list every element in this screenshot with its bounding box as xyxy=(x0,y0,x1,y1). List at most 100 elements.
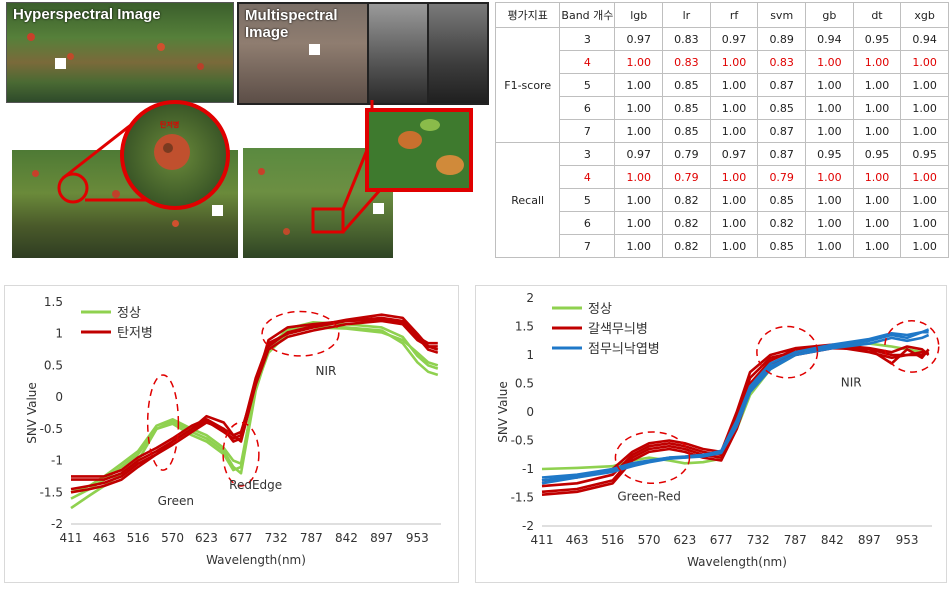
score-cell: 1.00 xyxy=(852,165,902,189)
multispectral-image: Multispectral Image xyxy=(237,2,371,105)
score-cell: 0.97 xyxy=(709,27,759,51)
legend-label: 정상 xyxy=(117,306,141,321)
band-count-cell: 5 xyxy=(559,73,616,97)
score-cell: 1.00 xyxy=(614,119,664,143)
score-cell: 1.00 xyxy=(805,73,854,97)
score-cell: 1.00 xyxy=(614,96,664,120)
x-tick-label: 677 xyxy=(710,533,733,547)
x-tick-label: 411 xyxy=(60,531,83,545)
x-tick-label: 411 xyxy=(531,533,554,547)
y-tick-label: 0 xyxy=(55,390,63,404)
chart-panel-left: -2 -1.5 -1 -0.5 0 0.5 1 1.5 411 463 516 570 623 677 73… xyxy=(4,285,459,583)
region-annotation: RedEdge xyxy=(229,478,282,492)
x-axis-label: Wavelength(nm) xyxy=(687,555,787,569)
column-header: Band 개수 xyxy=(559,2,616,28)
y-tick-label: -2 xyxy=(522,519,534,533)
x-axis-label: Wavelength(nm) xyxy=(206,553,306,567)
series-line xyxy=(70,318,439,494)
chart-panel-right: -2 -1.5 -1 -0.5 0 0.5 1 1.5 2 411 463 516 570 623 677 7… xyxy=(475,285,947,583)
region-annotation: Green-Red xyxy=(617,489,680,503)
score-cell: 1.00 xyxy=(805,211,854,235)
column-header: lr xyxy=(662,2,711,28)
x-tick-label: 842 xyxy=(335,531,358,545)
x-tick-label: 897 xyxy=(370,531,393,545)
band-count-cell: 3 xyxy=(559,142,616,166)
multispectral-band-image-1 xyxy=(367,2,431,105)
table-row: 4 1.00 0.83 1.00 0.83 1.00 1.00 1.00 xyxy=(496,50,949,74)
score-cell: 1.00 xyxy=(709,50,759,74)
y-tick-label: -0.5 xyxy=(40,422,63,436)
score-cell: 1.00 xyxy=(614,73,664,97)
x-tick-label: 732 xyxy=(747,533,770,547)
highlight-ellipse xyxy=(884,320,940,373)
score-cell: 1.00 xyxy=(805,165,854,189)
hyperspectral-image: Hyperspectral Image xyxy=(6,2,234,103)
score-cell: 1.00 xyxy=(709,234,759,258)
highlight-ellipse xyxy=(146,374,180,471)
band-count-cell: 4 xyxy=(559,50,616,74)
y-axis-label: SNV Value xyxy=(496,381,510,443)
score-cell: 0.85 xyxy=(662,119,711,143)
table-row: 6 1.00 0.85 1.00 0.85 1.00 1.00 1.00 xyxy=(496,96,949,120)
score-cell: 1.00 xyxy=(614,234,664,258)
y-tick-label: 0 xyxy=(526,405,534,419)
region-annotation: NIR xyxy=(841,375,862,389)
table-header-row: 평가지표 Band 개수 lgb lr rf svm gb dt xgb xyxy=(494,2,949,28)
score-cell: 1.00 xyxy=(709,188,759,212)
score-cell: 1.00 xyxy=(852,188,902,212)
multispectral-image-label: Multispectral Image xyxy=(245,7,338,41)
score-cell: 0.97 xyxy=(709,142,759,166)
score-cell: 1.00 xyxy=(805,188,854,212)
highlight-ellipse xyxy=(614,431,691,485)
table-row: Recall 3 0.97 0.79 0.97 0.87 0.95 0.95 0.95 xyxy=(494,142,949,258)
score-cell: 0.85 xyxy=(757,234,807,258)
band-count-cell: 3 xyxy=(559,27,616,51)
y-tick-label: -1 xyxy=(51,454,63,468)
band-count-cell: 5 xyxy=(559,188,616,212)
score-cell: 1.00 xyxy=(805,96,854,120)
table-row: 7 1.00 0.85 1.00 0.87 1.00 1.00 1.00 xyxy=(496,119,949,143)
y-tick-label: 1 xyxy=(526,348,534,362)
multispectral-band-image-2 xyxy=(427,2,489,105)
y-tick-label: 1 xyxy=(55,327,63,341)
hyperspectral-field-photo xyxy=(12,150,238,258)
score-cell: 0.97 xyxy=(614,27,664,51)
score-cell: 0.95 xyxy=(805,142,854,166)
leaf-disease-spectrum-chart: -2 -1.5 -1 -0.5 0 0.5 1 1.5 2 411 463 516 570 623 677 7… xyxy=(496,291,940,569)
score-cell: 1.00 xyxy=(900,211,949,235)
x-tick-label: 787 xyxy=(300,531,323,545)
score-cell: 0.83 xyxy=(662,27,711,51)
series-line xyxy=(70,326,439,494)
x-tick-label: 516 xyxy=(127,531,150,545)
x-tick-label: 953 xyxy=(406,531,429,545)
x-tick-label: 732 xyxy=(265,531,288,545)
score-cell: 0.82 xyxy=(662,211,711,235)
results-table: 평가지표 Band 개수 lgb lr rf svm gb dt xgb F1-score 3 0.… xyxy=(494,2,949,258)
score-cell: 1.00 xyxy=(900,165,949,189)
series-line xyxy=(70,321,439,500)
y-tick-label: 1.5 xyxy=(44,295,63,309)
y-tick-label: -1.5 xyxy=(40,485,63,499)
score-cell: 1.00 xyxy=(900,50,949,74)
x-tick-label: 623 xyxy=(195,531,218,545)
x-tick-label: 570 xyxy=(161,531,184,545)
hyperspectral-image-label: Hyperspectral Image xyxy=(13,6,161,23)
column-header: svm xyxy=(757,2,807,28)
score-cell: 1.00 xyxy=(805,119,854,143)
score-cell: 0.87 xyxy=(757,142,807,166)
x-tick-label: 623 xyxy=(673,533,696,547)
score-cell: 1.00 xyxy=(614,50,664,74)
y-tick-label: -0.5 xyxy=(511,434,534,448)
series-line xyxy=(541,330,929,482)
score-cell: 1.00 xyxy=(614,211,664,235)
score-cell: 1.00 xyxy=(709,73,759,97)
table-row: 5 1.00 0.85 1.00 0.87 1.00 1.00 1.00 xyxy=(496,73,949,97)
x-tick-label: 787 xyxy=(784,533,807,547)
zoom-label: 탄저병 xyxy=(160,120,179,129)
score-cell: 0.79 xyxy=(757,165,807,189)
score-cell: 0.95 xyxy=(852,27,902,51)
score-cell: 0.87 xyxy=(757,73,807,97)
score-cell: 0.94 xyxy=(900,27,949,51)
score-cell: 1.00 xyxy=(614,165,664,189)
score-cell: 1.00 xyxy=(614,188,664,212)
